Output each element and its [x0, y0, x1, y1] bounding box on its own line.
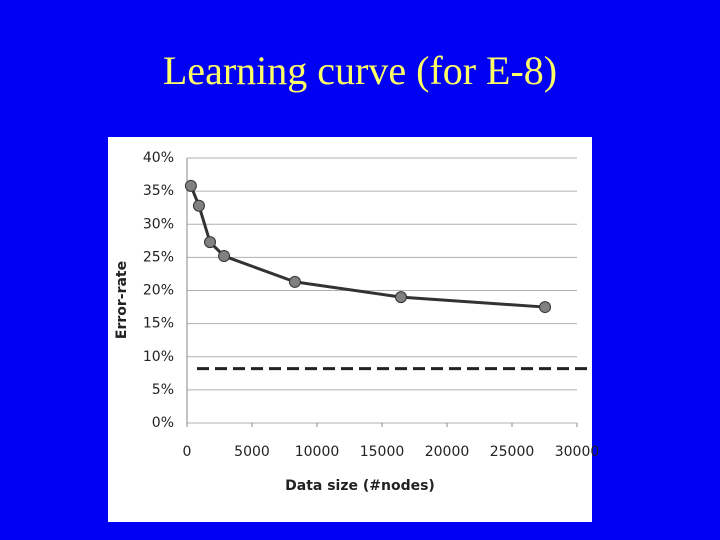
slide-title: Learning curve (for E-8): [163, 48, 557, 93]
data-point: [539, 301, 552, 314]
chart-panel: [108, 137, 592, 522]
data-point: [288, 275, 301, 288]
x-tick-label: 5000: [234, 444, 270, 460]
y-tick-label: 20%: [143, 283, 174, 299]
data-point: [394, 291, 407, 304]
x-tick-label: 0: [183, 444, 192, 460]
data-point: [204, 236, 217, 249]
y-tick-label: 0%: [152, 415, 174, 431]
y-tick-label: 5%: [152, 382, 174, 398]
data-point: [192, 199, 205, 212]
y-tick-label: 10%: [143, 349, 174, 365]
x-tick-label: 10000: [295, 444, 340, 460]
y-tick-label: 25%: [143, 249, 174, 265]
y-tick-label: 40%: [143, 150, 174, 166]
data-point: [218, 250, 231, 263]
y-axis-title: Error-rate: [114, 261, 130, 339]
x-tick-label: 15000: [360, 444, 405, 460]
y-tick-label: 35%: [143, 183, 174, 199]
x-axis-title: Data size (#nodes): [285, 478, 435, 494]
y-tick-label: 30%: [143, 216, 174, 232]
data-point: [184, 179, 197, 192]
x-tick-label: 20000: [425, 444, 470, 460]
x-tick-label: 25000: [490, 444, 535, 460]
x-tick-label: 30000: [555, 444, 600, 460]
y-tick-label: 15%: [143, 316, 174, 332]
